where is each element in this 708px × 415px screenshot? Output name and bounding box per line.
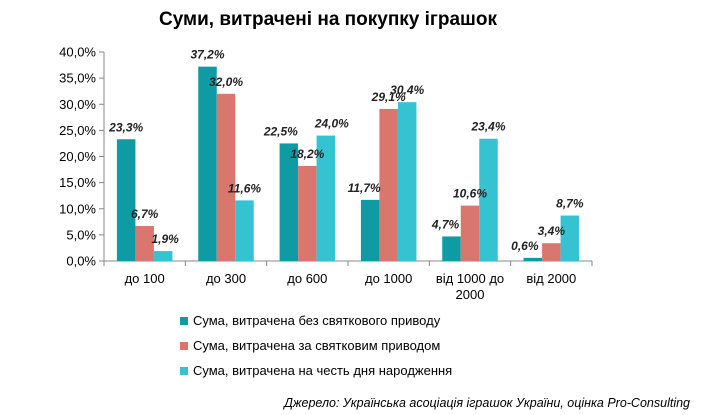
data-label: 24,0% — [314, 117, 349, 131]
y-tick-label: 20,0% — [59, 149, 96, 164]
data-label: 10,6% — [453, 187, 487, 201]
bar — [479, 138, 498, 261]
data-label: 23,3% — [108, 120, 143, 134]
bar — [442, 236, 461, 261]
x-category-label: від 2000 — [526, 271, 576, 286]
data-label: 8,7% — [556, 197, 584, 211]
legend-entry: Сума, витрачена за святковим приводом — [193, 338, 440, 353]
bar — [523, 257, 543, 261]
bar — [235, 200, 254, 261]
bar — [397, 102, 417, 261]
bars — [116, 66, 580, 261]
data-label: 32,0% — [209, 75, 243, 89]
x-category-label: до 600 — [287, 271, 327, 286]
data-label: 4,7% — [431, 217, 460, 231]
data-label: 1,9% — [151, 232, 179, 246]
data-label: 23,4% — [470, 120, 505, 134]
bar — [198, 66, 217, 261]
legend-entry: Сума, витрачена без святкового приводу — [193, 313, 441, 328]
data-label: 3,4% — [538, 224, 566, 238]
y-tick-label: 15,0% — [59, 175, 96, 190]
y-tick-label: 35,0% — [59, 71, 96, 86]
bar — [298, 165, 317, 261]
data-label: 30,4% — [390, 83, 424, 97]
bar — [153, 251, 173, 261]
bar — [542, 243, 561, 261]
y-tick-label: 5,0% — [66, 227, 96, 242]
x-category-label: до 1000 — [365, 271, 412, 286]
bar — [379, 108, 398, 261]
data-labels: 23,3% 37,2% 22,5% 11,7% 4,7% 0,6% 6,7% 32,0% 18,… — [108, 48, 584, 253]
x-axis: до 100 до 300 до 600 до 1000 від 1000 до 2000… — [103, 260, 593, 302]
chart-title: Суми, витрачені на покупку іграшок — [159, 9, 497, 30]
legend-swatch — [180, 317, 188, 325]
bar — [116, 139, 136, 261]
bar — [216, 93, 236, 261]
y-tick-label: 30,0% — [59, 97, 96, 112]
data-label: 11,6% — [228, 181, 261, 195]
y-tick-label: 0,0% — [66, 254, 96, 269]
x-category-label: до 300 — [206, 271, 246, 286]
data-label: 18,2% — [290, 147, 324, 161]
data-label: 22,5% — [263, 124, 298, 138]
data-label: 37,2% — [190, 48, 224, 62]
data-label: 0,6% — [511, 239, 539, 253]
y-axis: 0,0% 5,0% 10,0% 15,0% 20,0% 25,0% 30,0% 35,0% 40… — [59, 45, 105, 269]
y-tick-label: 25,0% — [59, 123, 96, 138]
data-label: 6,7% — [131, 207, 159, 221]
bar — [460, 205, 480, 261]
data-label: 11,7% — [348, 181, 381, 195]
bar — [316, 135, 336, 261]
x-category-label: від 1000 до 2000 — [436, 271, 504, 302]
legend: Сума, витрачена без святкового приводу Су… — [180, 313, 452, 378]
bar — [279, 143, 299, 261]
data-label: 29,1% — [371, 90, 406, 104]
legend-swatch — [180, 367, 188, 375]
source-note: Джерело: Українська асоціація іграшок Ук… — [282, 396, 690, 410]
bar — [135, 225, 154, 261]
y-tick-label: 10,0% — [59, 201, 96, 216]
legend-entry: Сума, витрачена на честь дня народження — [193, 363, 452, 378]
bar — [360, 199, 380, 261]
x-category-label: до 100 — [125, 271, 165, 286]
legend-swatch — [180, 342, 188, 350]
y-tick-label: 40,0% — [59, 45, 96, 60]
bar — [560, 215, 580, 261]
